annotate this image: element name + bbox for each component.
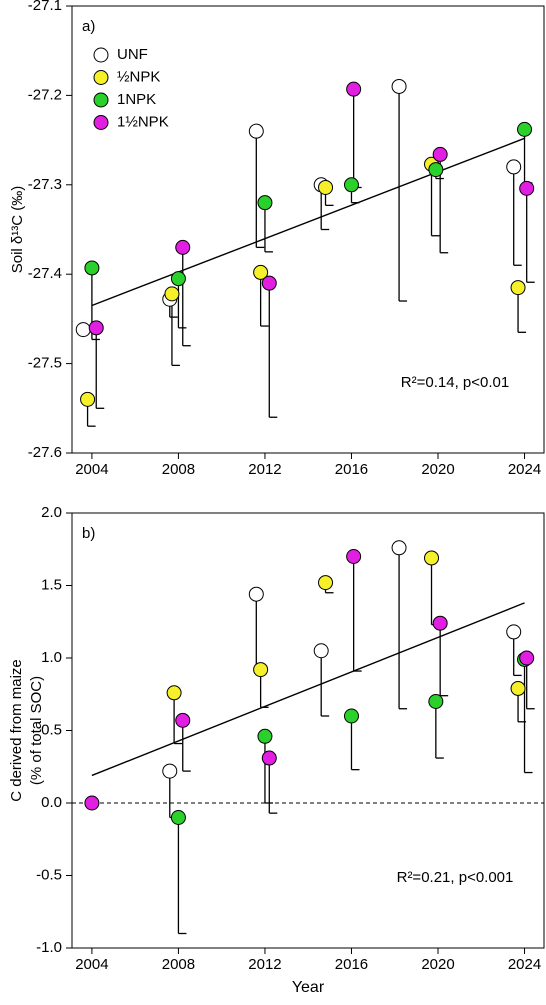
data-point	[84, 260, 100, 276]
y-axis-label: Soil δ¹³C (‰)	[9, 186, 26, 274]
data-point	[175, 712, 191, 728]
data-point	[170, 271, 186, 287]
panel-label: b)	[82, 525, 95, 542]
y-tick-label: -1.0	[36, 939, 62, 956]
y-tick-label: 0.5	[41, 721, 62, 738]
data-point	[80, 391, 96, 407]
x-tick-label: 2020	[421, 956, 454, 973]
data-point	[257, 728, 273, 744]
data-point	[253, 662, 269, 678]
legend-label: 1NPK	[117, 91, 156, 108]
x-tick-label: 2008	[162, 956, 195, 973]
x-tick-label: 2024	[508, 956, 541, 973]
data-point	[432, 146, 448, 162]
y-axis-label: C derived from maize	[8, 659, 25, 802]
data-point	[519, 180, 535, 196]
legend-marker	[93, 47, 109, 63]
data-point	[88, 320, 104, 336]
y-tick-label: -27.1	[28, 0, 62, 14]
data-point	[343, 708, 359, 724]
legend-label: 1½NPK	[117, 113, 169, 130]
legend-label: UNF	[117, 46, 148, 63]
data-point	[391, 78, 407, 94]
data-point	[346, 81, 362, 97]
y-tick-label: 0.0	[41, 794, 62, 811]
legend-marker	[93, 70, 109, 85]
y-tick-label: -27.4	[28, 265, 62, 282]
x-tick-label: 2012	[248, 461, 281, 478]
data-point	[164, 286, 180, 302]
data-point	[75, 322, 91, 338]
x-tick-label: 2020	[421, 461, 454, 478]
y-tick-label: -27.5	[28, 355, 62, 372]
data-point	[175, 239, 191, 255]
x-tick-label: 2008	[162, 461, 195, 478]
y-tick-label: 2.0	[41, 504, 62, 521]
data-point	[506, 624, 522, 640]
data-point	[506, 159, 522, 175]
y-tick-label: -27.3	[28, 176, 62, 193]
y-tick-label: -27.6	[28, 444, 62, 461]
data-point	[318, 179, 334, 195]
data-point	[248, 586, 264, 602]
annotation: R²=0.14, p<0.01	[401, 374, 509, 391]
data-point	[391, 540, 407, 556]
x-axis-label: Year	[292, 979, 325, 996]
y-tick-label: -0.5	[36, 866, 62, 883]
data-point	[248, 123, 264, 139]
data-point	[346, 549, 362, 564]
x-tick-label: 2024	[508, 461, 541, 478]
data-point	[313, 643, 329, 659]
panel-label: a)	[82, 18, 95, 35]
data-point	[510, 680, 526, 696]
trend-line	[91, 137, 525, 307]
data-point	[257, 195, 273, 211]
legend-label: ½NPK	[117, 68, 160, 85]
data-point	[162, 763, 178, 779]
data-point	[84, 795, 100, 811]
x-tick-label: 2016	[335, 461, 368, 478]
x-tick-label: 2012	[248, 956, 281, 973]
plot-frame	[71, 5, 545, 454]
data-point	[261, 275, 277, 291]
x-tick-label: 2004	[75, 461, 108, 478]
legend-marker	[93, 92, 109, 108]
y-tick-label: 1.0	[41, 649, 62, 666]
data-point	[432, 615, 448, 631]
data-point	[519, 650, 535, 666]
y-axis-label: (% of total SOC)	[28, 676, 45, 785]
x-tick-label: 2004	[75, 956, 108, 973]
data-point	[517, 121, 533, 137]
legend-marker	[93, 115, 109, 130]
data-point	[343, 177, 359, 193]
y-tick-label: 1.5	[41, 576, 62, 593]
data-point	[170, 810, 186, 825]
data-point	[253, 264, 269, 280]
annotation: R²=0.21, p<0.001	[397, 869, 514, 886]
x-tick-label: 2016	[335, 956, 368, 973]
data-point	[510, 280, 526, 296]
data-point	[428, 694, 444, 709]
y-tick-label: -27.2	[28, 86, 62, 103]
trend-line	[91, 602, 525, 777]
data-point	[424, 550, 440, 566]
data-point	[318, 575, 334, 591]
data-point	[166, 685, 182, 701]
data-point	[428, 162, 444, 178]
data-point	[261, 750, 277, 766]
